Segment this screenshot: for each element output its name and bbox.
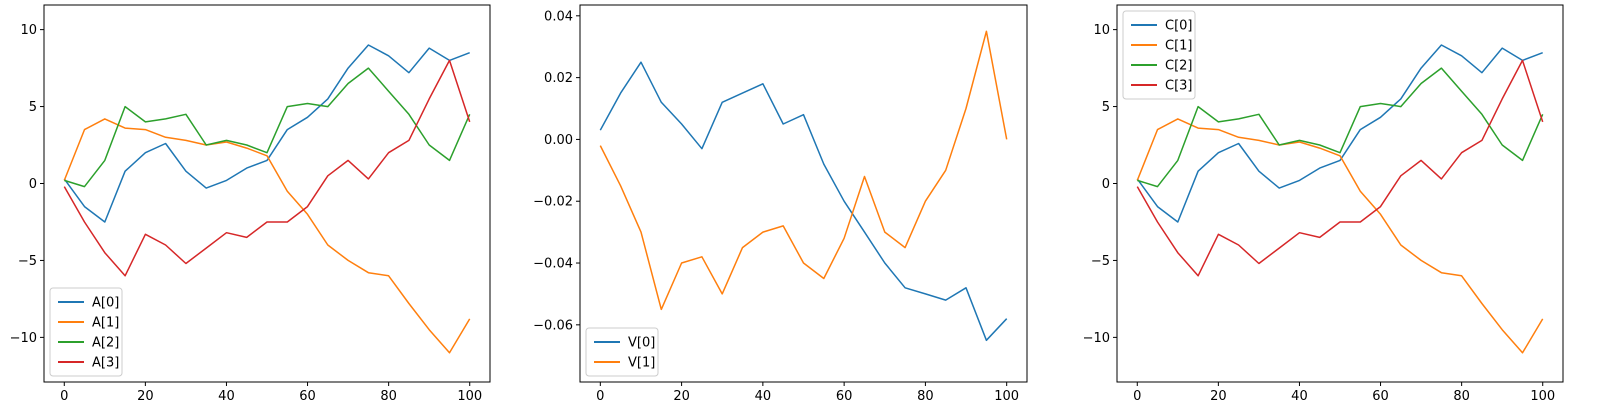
y-tick-label: 5 — [29, 100, 37, 115]
series-line-a-0 — [63, 44, 470, 223]
x-tick-label: 80 — [380, 389, 397, 404]
plot-frame — [1116, 4, 1564, 383]
x-tick-label: 20 — [137, 389, 154, 404]
chart-panel-2: 0 20 40 60 80 100 −10 −5 0 5 10 C[0] C[1] C[2] C[3] — [1083, 4, 1564, 404]
y-tick-label: 0.02 — [544, 71, 573, 86]
series-line-c-0 — [1136, 44, 1543, 223]
y-tick-label: −0.06 — [533, 318, 573, 333]
x-tick-label: 100 — [457, 389, 482, 404]
legend-label: C[1] — [1165, 39, 1193, 54]
legend-label: C[0] — [1165, 19, 1193, 34]
legend-label: A[2] — [92, 336, 119, 351]
x-tick-label: 0 — [1133, 389, 1141, 404]
series-line-v-1 — [599, 30, 1008, 311]
series-line-c-2 — [1137, 67, 1544, 188]
x-tick-label: 80 — [1453, 389, 1470, 404]
x-tick-label: 0 — [60, 389, 68, 404]
series-line-a-3 — [63, 59, 471, 277]
legend: V[0] V[1] — [585, 327, 659, 377]
series-line-v-0 — [599, 61, 1008, 342]
legend: A[0] A[1] A[2] A[3] — [49, 287, 123, 377]
legend-label: A[1] — [92, 316, 119, 331]
chart-panel-1: 0 20 40 60 80 100 −0.06 −0.04 −0.02 0.00 0.02 0.04 V… — [533, 4, 1028, 404]
x-tick-label: 40 — [1291, 389, 1308, 404]
x-tick-label: 80 — [917, 389, 934, 404]
y-tick-label: −5 — [1091, 254, 1110, 269]
chart-panel-0: 0 20 40 60 80 100 −10 −5 0 5 10 A[0] A[1] A[2] A[3] — [10, 4, 491, 404]
x-tick-label: 60 — [299, 389, 316, 404]
y-tick-label: −0.02 — [533, 195, 573, 210]
series-line-c-1 — [1136, 118, 1544, 354]
legend-label: A[0] — [92, 296, 119, 311]
legend-label: C[3] — [1165, 79, 1193, 94]
legend-label: A[3] — [92, 356, 119, 371]
legend: C[0] C[1] C[2] C[3] — [1122, 10, 1196, 100]
y-tick-label: −0.04 — [533, 257, 573, 272]
y-tick-label: 0.04 — [544, 9, 573, 24]
y-tick-label: 0 — [1102, 177, 1110, 192]
y-tick-label: 0.00 — [544, 133, 573, 148]
y-tick-label: 5 — [1102, 100, 1110, 115]
x-tick-label: 40 — [218, 389, 235, 404]
y-tick-label: −5 — [18, 254, 37, 269]
plot-frame — [43, 4, 491, 383]
legend-box — [49, 287, 123, 377]
x-tick-label: 100 — [1530, 389, 1555, 404]
x-tick-label: 20 — [1210, 389, 1227, 404]
legend-label: C[2] — [1165, 59, 1193, 74]
legend-box — [1122, 10, 1196, 100]
x-tick-label: 60 — [836, 389, 853, 404]
x-tick-label: 60 — [1372, 389, 1389, 404]
y-tick-label: 10 — [1093, 23, 1110, 38]
y-tick-label: −10 — [10, 331, 37, 346]
x-tick-label: 0 — [596, 389, 604, 404]
legend-box — [585, 327, 659, 377]
y-tick-label: −10 — [1083, 331, 1110, 346]
y-tick-label: 10 — [20, 23, 37, 38]
legend-label: V[0] — [628, 336, 655, 351]
plot-frame — [579, 4, 1028, 383]
x-tick-label: 40 — [755, 389, 772, 404]
x-tick-label: 100 — [994, 389, 1019, 404]
series-line-a-1 — [63, 118, 471, 354]
legend-label: V[1] — [628, 356, 655, 371]
series-line-c-3 — [1136, 59, 1544, 277]
series-line-a-2 — [64, 67, 471, 188]
x-tick-label: 20 — [673, 389, 690, 404]
y-tick-label: 0 — [29, 177, 37, 192]
